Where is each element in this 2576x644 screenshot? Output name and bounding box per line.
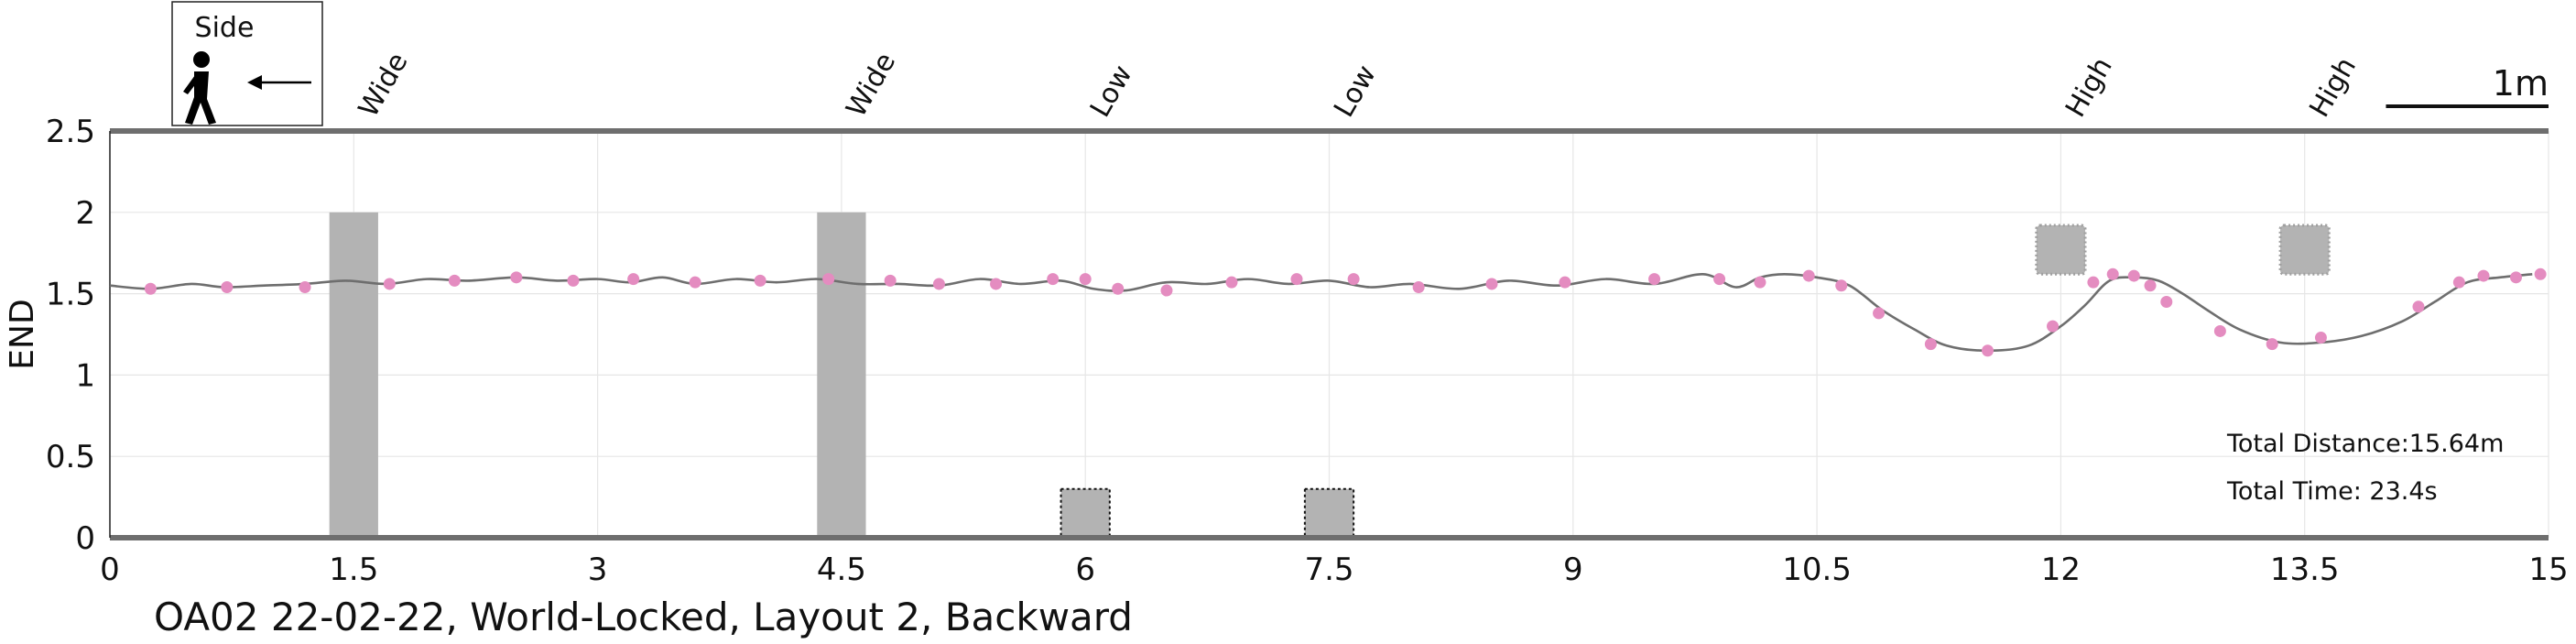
data-point [1160, 284, 1173, 297]
walking-person-icon [183, 51, 216, 125]
x-tick-label: 0 [100, 551, 120, 588]
y-tick-label: 0.5 [46, 439, 95, 475]
data-point [884, 274, 897, 287]
data-point [567, 274, 580, 287]
data-point [1412, 280, 1425, 293]
data-point [1873, 307, 1886, 320]
obstacle-wide-2 [817, 212, 866, 539]
data-point [1485, 278, 1498, 290]
data-point [627, 273, 640, 286]
data-point [2314, 332, 2327, 344]
obstacle-label-3: Low [1084, 60, 1139, 123]
trajectory-layer [109, 272, 2533, 353]
axes [109, 128, 2549, 540]
data-point [822, 273, 835, 286]
legend: Side [171, 1, 323, 126]
obstacle-low-3 [1060, 487, 1111, 539]
data-point [1648, 273, 1661, 286]
scale-bar: 1m [2386, 63, 2549, 108]
chart-title: OA02 22-02-22, World-Locked, Layout 2, B… [154, 595, 1133, 639]
markers [144, 267, 2547, 357]
obstacle-wide-1 [329, 212, 378, 539]
obstacle-label-1: Wide [353, 48, 415, 123]
data-point [221, 280, 234, 293]
y-tick-label: 0 [75, 520, 95, 557]
data-point [1802, 269, 1815, 282]
data-point [2412, 300, 2425, 313]
data-point [299, 280, 311, 293]
data-point [1347, 273, 1360, 286]
x-tick-label: 12 [2041, 551, 2081, 588]
data-point [2127, 269, 2140, 282]
x-tick-label: 4.5 [817, 551, 866, 588]
obstacle-high-6 [2278, 224, 2331, 276]
data-point [2477, 269, 2490, 282]
y-tick-label: 2.5 [46, 114, 95, 150]
data-point [754, 274, 766, 287]
y-tick-label: 1 [75, 357, 95, 394]
obstacle-labels: Wide Wide Low Low High High [353, 48, 2363, 123]
data-point [1924, 338, 1937, 351]
data-point [1112, 282, 1125, 295]
data-point [144, 282, 157, 295]
trajectory-line [109, 272, 2533, 353]
data-point [2509, 271, 2522, 284]
data-point [2452, 276, 2465, 289]
data-point [1290, 273, 1303, 286]
scale-bar-label: 1m [2493, 63, 2549, 104]
data-point [2144, 279, 2157, 292]
y-axis-label: END [4, 299, 41, 369]
data-point [383, 278, 396, 290]
obstacle-label-2: Wide [841, 48, 903, 123]
obstacle-label-6: High [2303, 52, 2363, 123]
data-point [2534, 267, 2547, 280]
x-tick-label: 10.5 [1782, 551, 1852, 588]
data-point [1754, 276, 1766, 289]
obstacle-label-5: High [2060, 52, 2119, 123]
x-tick-label: 7.5 [1304, 551, 1353, 588]
total-time: Total Time: 23.4s [2226, 477, 2438, 506]
tick-labels: 0 1.5 3 4.5 6 7.5 9 10.5 12 13.5 15 0 0.5 1 1.5 2 2.5 [46, 114, 2569, 588]
data-point [2087, 276, 2100, 289]
obstacles [329, 212, 2331, 539]
data-point [1047, 273, 1060, 286]
data-point [2047, 320, 2060, 333]
data-point [1835, 279, 1848, 292]
data-point [1982, 344, 1994, 357]
data-point [448, 274, 461, 287]
data-point [2160, 295, 2173, 308]
x-tick-label: 3 [588, 551, 608, 588]
left-arrow-icon [247, 75, 311, 90]
obstacle-label-4: Low [1328, 60, 1383, 123]
data-point [2266, 338, 2278, 351]
data-point [1713, 273, 1726, 286]
total-distance: Total Distance:15.64m [2226, 430, 2504, 458]
obstacle-low-4 [1303, 487, 1355, 539]
data-point [1559, 276, 1571, 289]
data-point [1225, 276, 1238, 289]
data-point [990, 278, 1003, 290]
x-tick-label: 1.5 [329, 551, 378, 588]
legend-label: Side [195, 12, 255, 44]
data-point [2213, 324, 2226, 337]
data-point [1079, 273, 1092, 286]
x-tick-label: 13.5 [2270, 551, 2340, 588]
grid [109, 130, 2549, 539]
data-point [2106, 267, 2119, 280]
y-tick-label: 2 [75, 195, 95, 232]
y-tick-label: 1.5 [46, 277, 95, 313]
obstacle-high-5 [2035, 224, 2087, 276]
data-point [510, 271, 523, 284]
x-tick-label: 9 [1563, 551, 1583, 588]
x-tick-label: 6 [1075, 551, 1095, 588]
data-point [932, 278, 945, 290]
x-tick-label: 15 [2528, 551, 2568, 588]
data-point [689, 276, 701, 289]
